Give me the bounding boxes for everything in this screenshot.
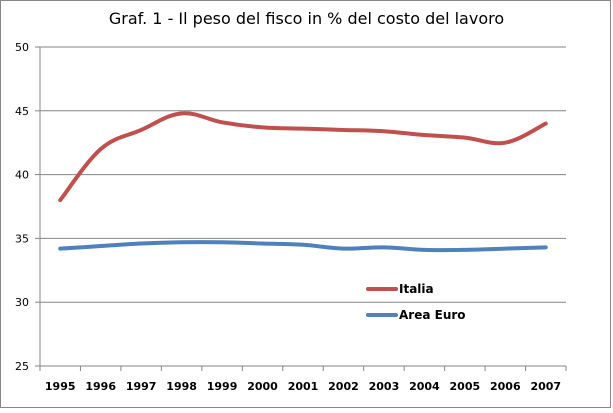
legend: Italia Area Euro xyxy=(366,282,466,322)
chart-title: Graf. 1 - Il peso del fisco in % del cos… xyxy=(108,9,505,28)
series-line-0 xyxy=(58,111,548,203)
y-tick-label: 40 xyxy=(15,169,29,182)
y-tick-label: 25 xyxy=(15,360,29,373)
gridlines xyxy=(40,46,566,367)
x-tick-label: 1997 xyxy=(126,380,157,393)
x-tick-label: 2007 xyxy=(530,380,561,393)
y-tick-label: 30 xyxy=(15,296,29,309)
x-tick-label: 2001 xyxy=(288,380,319,393)
y-tick-label: 50 xyxy=(15,41,29,54)
y-tick-label: 35 xyxy=(15,232,29,245)
x-tick-label: 2006 xyxy=(490,380,521,393)
x-tick-label: 1998 xyxy=(166,380,197,393)
series-lines xyxy=(58,111,548,253)
y-tick-label: 45 xyxy=(15,105,29,118)
x-tick-label: 2004 xyxy=(409,380,440,393)
legend-label: Area Euro xyxy=(399,308,466,322)
x-tick-label: 2005 xyxy=(450,380,481,393)
axes: 25 30 35 40 45 50 1995 1996 1997 1998 1999 2000 2001… xyxy=(15,41,567,393)
legend-label: Italia xyxy=(399,282,434,296)
x-tick-label: 2003 xyxy=(369,380,400,393)
series-line-1 xyxy=(58,240,548,253)
x-tick-label: 1995 xyxy=(45,380,76,393)
x-tick-label: 2000 xyxy=(247,380,278,393)
x-tick-label: 1999 xyxy=(207,380,238,393)
x-tick-label: 1996 xyxy=(85,380,116,393)
x-tick-label: 2002 xyxy=(328,380,359,393)
